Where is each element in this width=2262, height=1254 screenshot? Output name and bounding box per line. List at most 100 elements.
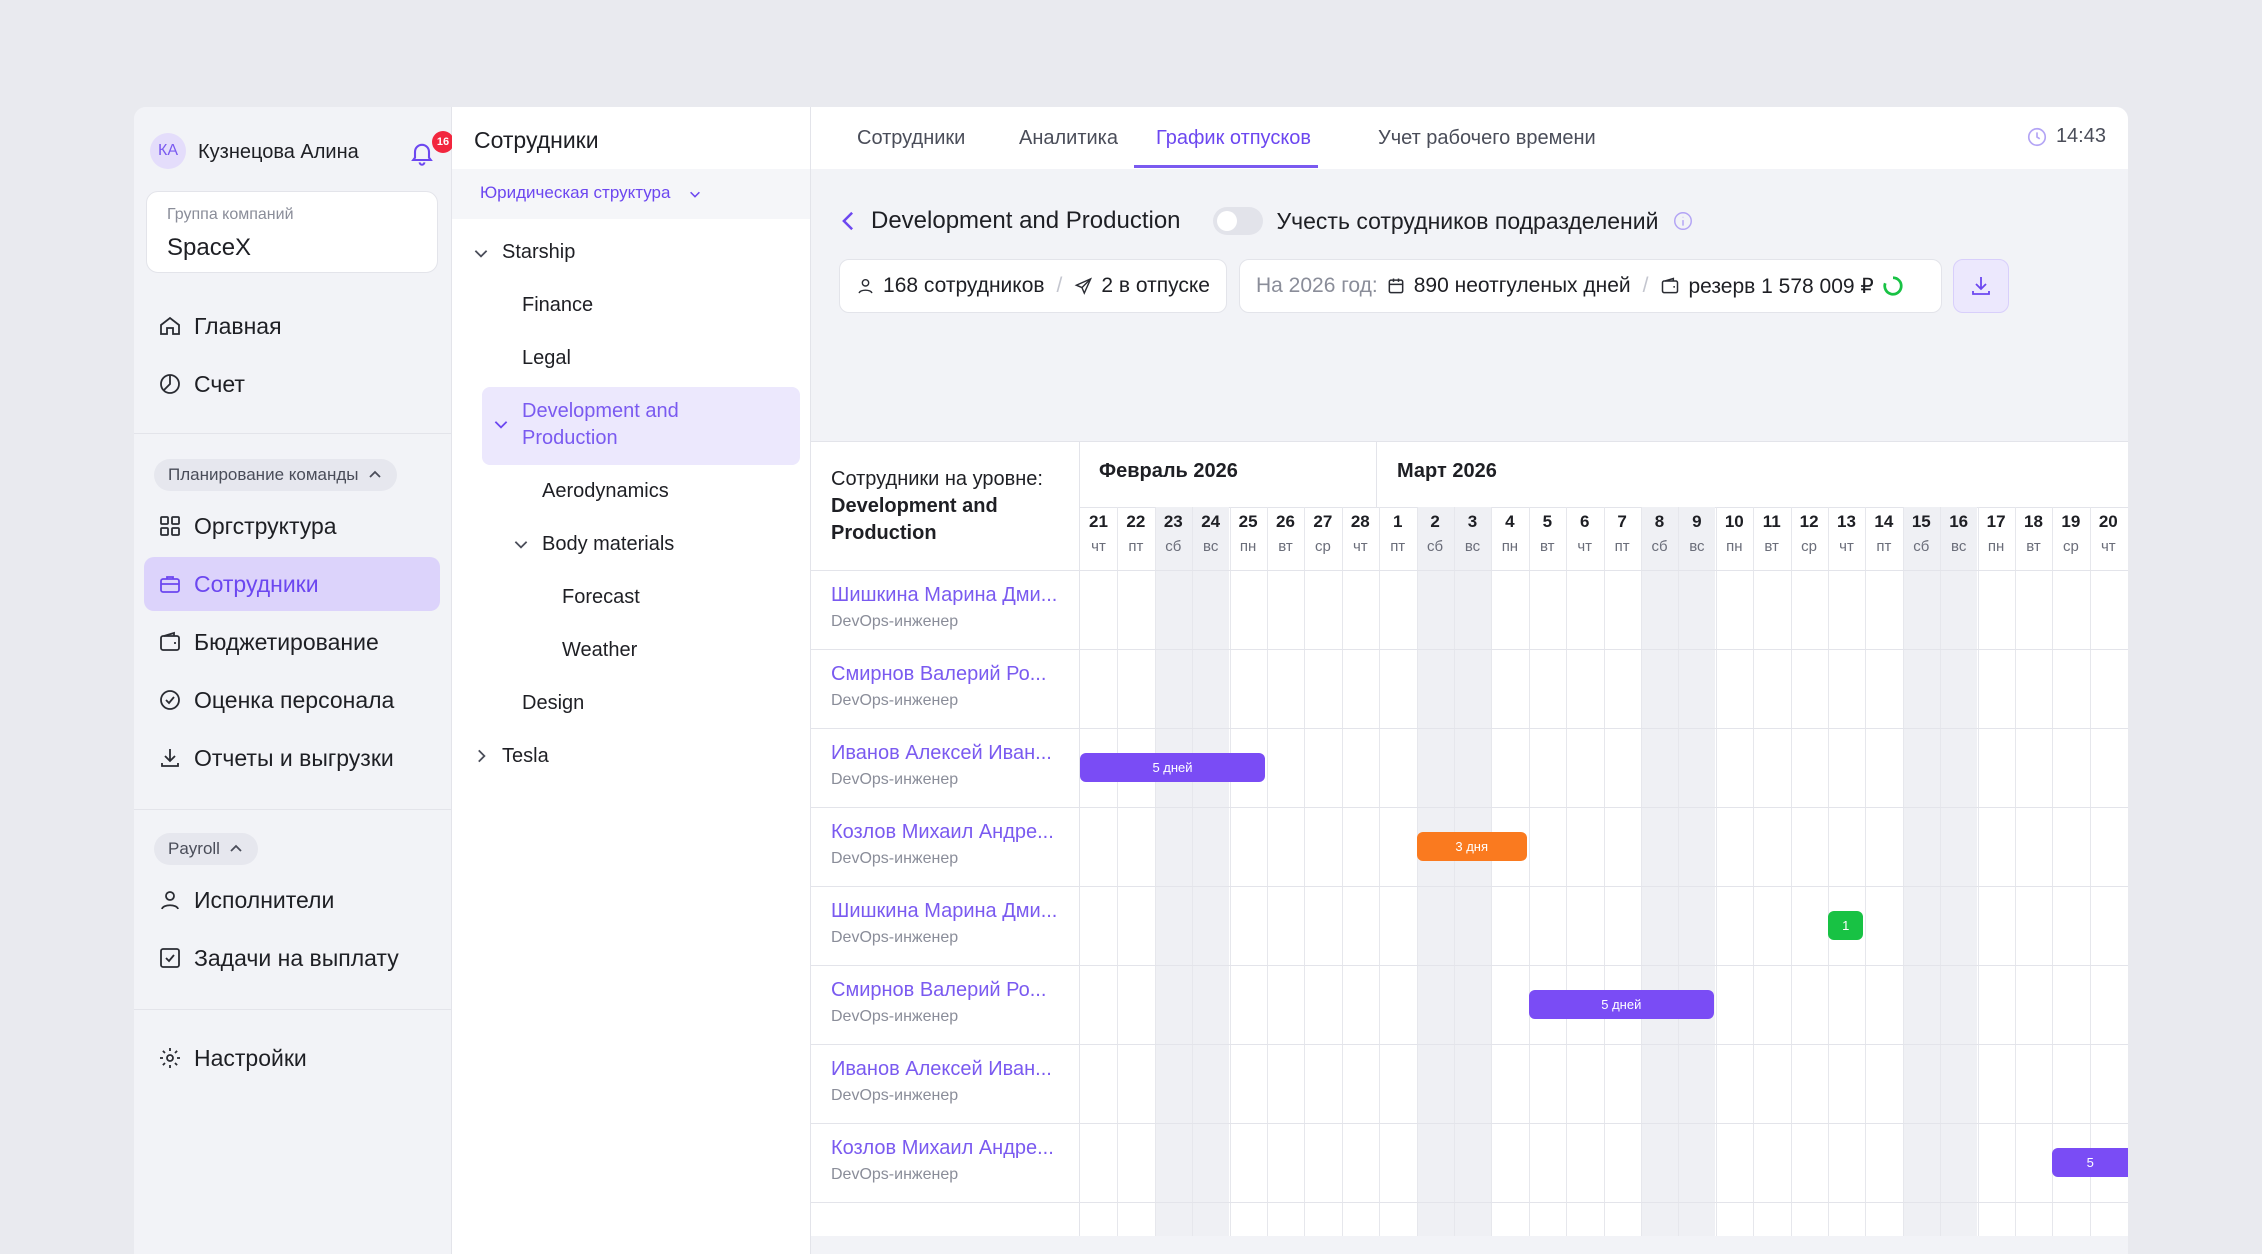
employee-role: DevOps-инженер [831, 1166, 959, 1183]
level-unit-line2: Production [831, 522, 937, 544]
avatar[interactable]: КА [150, 133, 186, 169]
nav-home[interactable]: Главная [144, 299, 440, 353]
employees-stat: 168 сотрудников / 2 в отпуске [839, 259, 1227, 313]
notification-badge: 16 [432, 131, 454, 153]
legal-structure-dropdown[interactable]: Юридическая структура [452, 169, 810, 219]
nav-payment-tasks[interactable]: Задачи на выплату [144, 931, 440, 985]
tree-item-tesla[interactable]: Tesla [502, 745, 549, 767]
employee-name-link[interactable]: Смирнов Валерий Ро... [831, 663, 1047, 685]
employee-name-link[interactable]: Смирнов Валерий Ро... [831, 979, 1047, 1001]
year-stat: На 2026 год: 890 неотгуленых дней / резе… [1239, 259, 1942, 313]
day-number: 12 [1799, 512, 1819, 531]
user-block[interactable]: КА Кузнецова Алина 16 [150, 131, 454, 173]
nav-label: Главная [194, 313, 282, 339]
nav-contractors[interactable]: Исполнители [144, 873, 440, 927]
weekend-column [1154, 507, 1192, 1236]
nav-label: Оргструктура [194, 513, 337, 539]
check-circle-icon [160, 690, 180, 710]
chevron-down-icon[interactable] [512, 535, 530, 553]
day-number: 28 [1350, 512, 1370, 531]
vacation-bar[interactable]: 3 дня [1416, 832, 1527, 861]
nav-reports[interactable]: Отчеты и выгрузки [144, 731, 440, 785]
employee-name-link[interactable]: Козлов Михаил Андре... [831, 1137, 1054, 1159]
employee-name-link[interactable]: Козлов Михаил Андре... [831, 821, 1054, 843]
day-number: 6 [1579, 512, 1590, 531]
day-gridline [1940, 507, 1942, 1236]
employee-name-link[interactable]: Шишкина Марина Дми... [831, 584, 1058, 606]
vacation-bar[interactable]: 5 [2052, 1148, 2128, 1177]
info-icon[interactable] [1672, 210, 1694, 232]
tree-item-forecast[interactable]: Forecast [562, 586, 640, 608]
tab-analytics[interactable]: Аналитика [1019, 127, 1118, 149]
weekend-column [1641, 507, 1678, 1236]
legal-structure-label: Юридическая структура [480, 183, 671, 202]
group-team-planning[interactable]: Планирование команды [154, 459, 397, 491]
tab-time-tracking[interactable]: Учет рабочего времени [1378, 127, 1596, 149]
day-gridline [1304, 507, 1306, 1236]
weekday-label: вс [1464, 538, 1481, 555]
day-number: 3 [1467, 512, 1478, 531]
day-gridline [1379, 507, 1381, 1236]
day-number: 11 [1762, 512, 1781, 531]
day-number: 10 [1724, 512, 1744, 531]
chevron-left-icon[interactable] [839, 210, 857, 232]
day-number: 2 [1430, 512, 1440, 531]
tree-item-development-line1: Development and [522, 400, 679, 422]
nav-assessment[interactable]: Оценка персонала [144, 673, 440, 727]
tree-item-weather[interactable]: Weather [562, 639, 638, 661]
employee-name-link[interactable]: Шишкина Марина Дми... [831, 900, 1058, 922]
nav-label: Счет [194, 371, 245, 397]
employee-name-link[interactable]: Иванов Алексей Иван... [831, 742, 1052, 764]
company-selector[interactable]: Группа компаний SpaceX [146, 191, 438, 273]
nav-orgstructure[interactable]: Оргструктура [144, 499, 440, 553]
day-gridline [1790, 507, 1792, 1236]
day-gridline [1828, 507, 1829, 1236]
employee-name-link[interactable]: Иванов Алексей Иван... [831, 1058, 1052, 1080]
nav-budgeting[interactable]: Бюджетирование [144, 615, 440, 669]
nav-employees[interactable]: Сотрудники [144, 557, 440, 611]
chevron-right-icon[interactable] [472, 747, 490, 765]
weekday-label: пн [1987, 538, 2005, 555]
group-payroll[interactable]: Payroll [154, 833, 258, 865]
nav-account[interactable]: Счет [144, 357, 440, 411]
tree-item-aerodynamics[interactable]: Aerodynamics [542, 480, 669, 502]
nav-label: Сотрудники [194, 571, 319, 597]
chevron-up-icon [230, 844, 242, 852]
bell-icon[interactable] [408, 139, 436, 167]
tree-item-legal[interactable]: Legal [522, 347, 571, 369]
vacation-bar[interactable]: 5 дней [1080, 753, 1265, 782]
year-label: На 2026 год: [1256, 274, 1378, 297]
include-subunits-toggle[interactable] [1212, 207, 1263, 235]
day-gridline [1753, 507, 1755, 1236]
tree-item-finance[interactable]: Finance [522, 294, 594, 316]
day-number: 25 [1238, 512, 1258, 531]
chevron-down-icon[interactable] [472, 244, 490, 262]
day-gridline [1117, 507, 1119, 1236]
tab-employees[interactable]: Сотрудники [857, 127, 966, 149]
day-number: 18 [2024, 512, 2043, 531]
day-number: 1 [1392, 512, 1403, 531]
vacation-bar[interactable]: 5 дней [1528, 990, 1714, 1019]
tree-item-design[interactable]: Design [522, 692, 585, 714]
chevron-down-icon[interactable] [492, 415, 510, 433]
nav-settings[interactable]: Настройки [144, 1031, 440, 1085]
tab-vacation-schedule[interactable]: График отпусков [1156, 127, 1312, 149]
loading-ring-icon [1883, 276, 1903, 296]
day-gridline [1454, 507, 1455, 1236]
vacation-bar[interactable]: 1 [1828, 911, 1864, 940]
tree-item-development-selected[interactable] [482, 387, 800, 465]
employee-role: DevOps-инженер [831, 692, 959, 709]
day-number: 4 [1505, 512, 1515, 531]
user-name[interactable]: Кузнецова Алина [198, 141, 359, 163]
tree-item-body-materials[interactable]: Body materials [542, 533, 675, 555]
divider [134, 1009, 451, 1010]
day-gridline [1902, 507, 1904, 1236]
day-gridline [1603, 507, 1605, 1236]
weekday-label: вс [1689, 538, 1705, 555]
weekday-label: сб [1651, 538, 1668, 555]
tree-item-starship[interactable]: Starship [502, 241, 576, 263]
weekday-label: пт [1128, 538, 1144, 555]
download-button[interactable] [1953, 259, 2009, 313]
day-number: 20 [2098, 512, 2118, 531]
on-vacation-count: 2 в отпуске [1101, 274, 1210, 297]
